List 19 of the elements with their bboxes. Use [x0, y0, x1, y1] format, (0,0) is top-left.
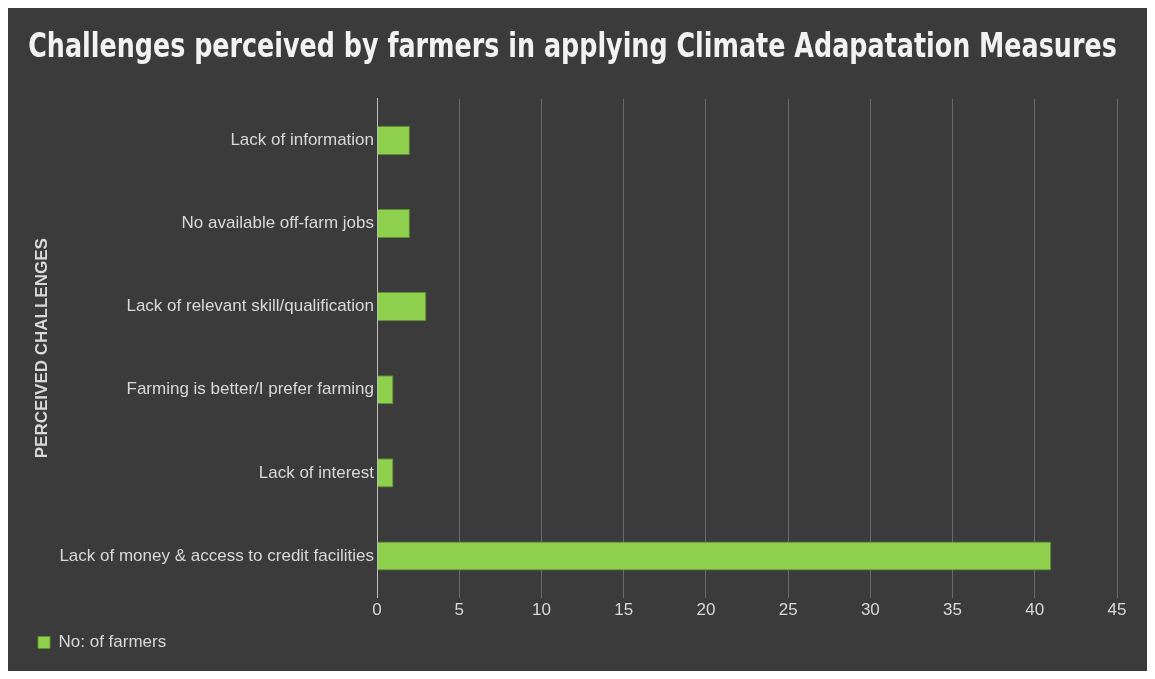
y-tick-label: Farming is better/I prefer farming	[126, 379, 375, 399]
y-tick-label: Lack of information	[230, 130, 375, 150]
chart-title: Challenges perceived by farmers in applying Climate Adapatation Measures	[28, 25, 1117, 66]
x-tick-label: 40	[1025, 600, 1045, 620]
legend-label: No: of farmers	[58, 632, 167, 652]
y-tick-label: Lack of interest	[258, 462, 375, 482]
x-tick-label: 0	[372, 600, 382, 620]
x-tick-label: 45	[1107, 600, 1127, 620]
x-tick-label: 20	[696, 600, 716, 620]
y-tick-label: Lack of relevant skill/qualification	[126, 296, 375, 316]
x-tick-label: 35	[943, 600, 963, 620]
y-tick-label: Lack of money & access to credit facilities	[59, 545, 375, 565]
x-tick-label: 30	[860, 600, 880, 620]
x-tick-label: 10	[532, 600, 551, 620]
y-axis-title: PERCEIVED CHALLENGES	[31, 238, 51, 459]
x-tick-label: 5	[454, 600, 464, 620]
y-tick-label: No available off-farm jobs	[181, 213, 375, 233]
x-tick-label: 25	[778, 600, 798, 620]
x-tick-label: 15	[614, 600, 634, 620]
